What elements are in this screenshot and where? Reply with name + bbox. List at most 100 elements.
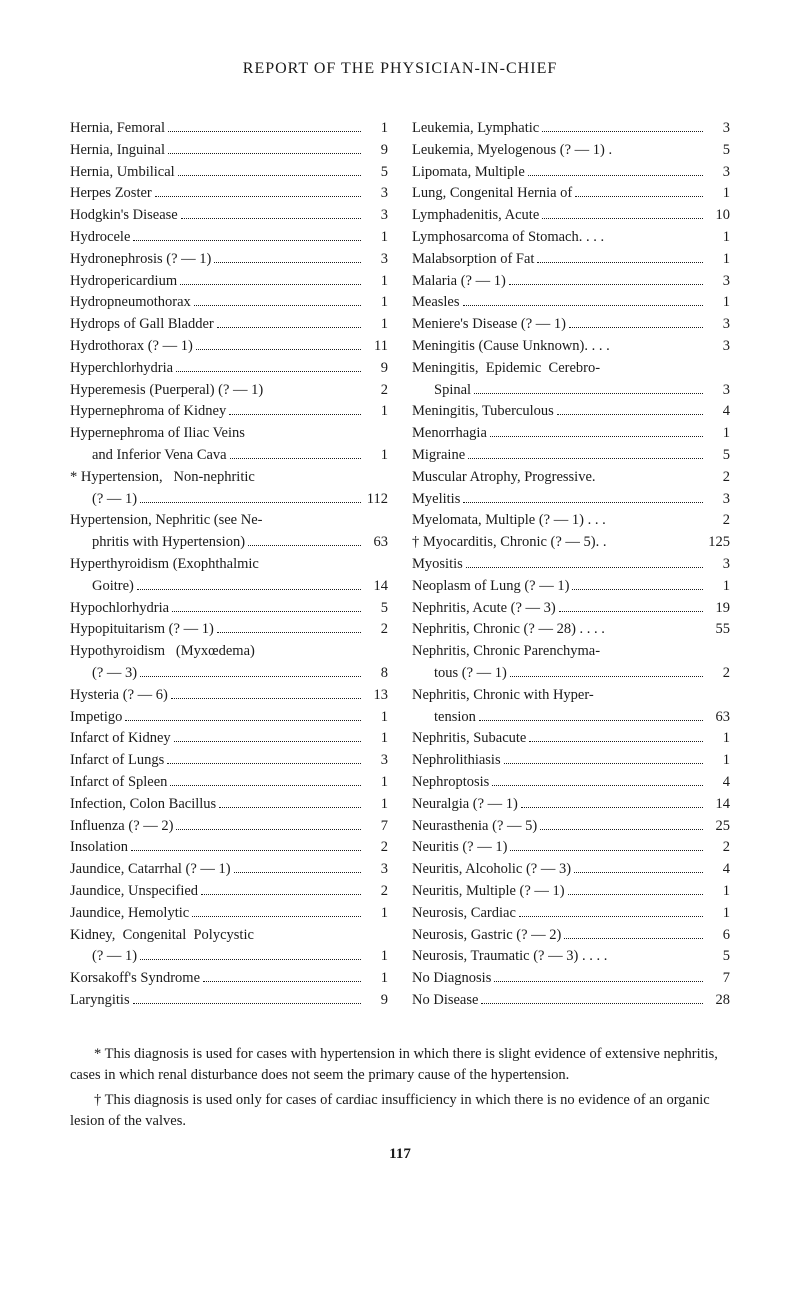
leader-dots <box>569 314 703 328</box>
entry-label: Hydronephrosis (? — 1) <box>70 249 211 271</box>
entry-label: Hydrothorax (? — 1) <box>70 336 193 358</box>
leader-dots <box>155 183 361 197</box>
leader-dots <box>168 140 361 154</box>
entry-number: 1 <box>706 881 730 903</box>
index-entry: Neuritis, Multiple (? — 1)1 <box>412 881 730 903</box>
leader-dots <box>479 707 703 721</box>
footnotes: * This diagnosis is used for cases with … <box>70 1044 730 1132</box>
index-entry: Myelomata, Multiple (? — 1) . . . 2 <box>412 510 730 532</box>
page-number: 117 <box>70 1146 730 1163</box>
entry-number: 112 <box>364 489 388 511</box>
leader-dots <box>170 772 361 786</box>
entry-number: 3 <box>706 554 730 576</box>
index-entry: tous (? — 1)2 <box>412 663 730 685</box>
entry-label: Neurosis, Gastric (? — 2) <box>412 925 561 947</box>
entry-label: Myelomata, Multiple (? — 1) . . . <box>412 510 606 532</box>
leader-dots <box>196 336 361 350</box>
leader-dots <box>230 445 361 459</box>
index-entry: Myositis3 <box>412 554 730 576</box>
index-entry: Meningitis, Tuberculous4 <box>412 401 730 423</box>
index-entry: Neurosis, Gastric (? — 2) 6 <box>412 924 730 946</box>
entry-label: Infection, Colon Bacillus <box>70 794 216 816</box>
index-entry: Hypertension, Nephritic (see Ne- <box>70 510 388 532</box>
index-entry: Hydropericardium1 <box>70 271 388 293</box>
entry-label: Hydrops of Gall Bladder <box>70 314 214 336</box>
entry-label: Nephritis, Chronic (? — 28) . . . . <box>412 619 605 641</box>
index-entry: Lymphadenitis, Acute10 <box>412 205 730 227</box>
entry-number: 7 <box>706 968 730 990</box>
entry-label: Hypernephroma of Iliac Veins <box>70 423 245 445</box>
entry-number: 3 <box>364 249 388 271</box>
entry-number: 1 <box>706 903 730 925</box>
entry-label: Goitre) <box>70 576 134 598</box>
entry-label: (? — 1) <box>70 946 137 968</box>
index-entry: Hernia, Umbilical5 <box>70 162 388 184</box>
entry-label: Neurosis, Traumatic (? — 3) . . . . <box>412 946 607 968</box>
entry-number: 5 <box>706 140 730 162</box>
index-entry: † Myocarditis, Chronic (? — 5). .125 <box>412 532 730 554</box>
entry-number: 1 <box>364 118 388 140</box>
leader-dots <box>229 401 361 415</box>
entry-label: Hypertension, Nephritic (see Ne- <box>70 510 262 532</box>
index-entry: Neuritis, Alcoholic (? — 3)4 <box>412 859 730 881</box>
entry-number: 1 <box>364 968 388 990</box>
entry-label: phritis with Hypertension) <box>70 532 245 554</box>
entry-number: 1 <box>364 227 388 249</box>
index-entry: Korsakoff's Syndrome1 <box>70 968 388 990</box>
index-entry: Leukemia, Myelogenous (? — 1) .5 <box>412 140 730 162</box>
leader-dots <box>529 728 703 742</box>
index-entry: Lymphosarcoma of Stomach. . . .1 <box>412 227 730 249</box>
entry-label: Malaria (? — 1) <box>412 271 506 293</box>
leader-dots <box>217 314 361 328</box>
entry-label: tous (? — 1) <box>412 663 507 685</box>
entry-number: 4 <box>706 772 730 794</box>
entry-number: 1 <box>364 314 388 336</box>
entry-number: 1 <box>706 423 730 445</box>
entry-number: 1 <box>706 292 730 314</box>
leader-dots <box>140 663 361 677</box>
entry-number: 14 <box>706 794 730 816</box>
leader-dots <box>176 816 361 830</box>
index-entry: Neurasthenia (? — 5)25 <box>412 816 730 838</box>
entry-label: No Diagnosis <box>412 968 491 990</box>
entry-label: Lymphosarcoma of Stomach. . . . <box>412 227 604 249</box>
entry-number: 2 <box>706 510 730 532</box>
leader-dots <box>572 576 703 590</box>
entry-label: Hysteria (? — 6) <box>70 685 168 707</box>
index-entry: Nephritis, Chronic (? — 28) . . . .55 <box>412 619 730 641</box>
entry-label: Herpes Zoster <box>70 183 152 205</box>
index-entry: Hypopituitarism (? — 1)2 <box>70 619 388 641</box>
entry-number: 3 <box>706 162 730 184</box>
footnote: † This diagnosis is used only for cases … <box>70 1090 730 1132</box>
left-column: Hernia, Femoral1Hernia, Inguinal9Hernia,… <box>70 118 388 1012</box>
entry-label: Hyperemesis (Puerperal) (? — 1) <box>70 380 263 402</box>
entry-label: Lymphadenitis, Acute <box>412 205 539 227</box>
index-entry: Hydronephrosis (? — 1) 3 <box>70 249 388 271</box>
index-entry: Neurosis, Traumatic (? — 3) . . . .5 <box>412 946 730 968</box>
entry-number: 3 <box>706 314 730 336</box>
entry-label: Infarct of Lungs <box>70 750 164 772</box>
leader-dots <box>463 489 703 503</box>
leader-dots <box>463 292 703 306</box>
entry-number: 6 <box>706 925 730 947</box>
entry-label: Jaundice, Catarrhal (? — 1) <box>70 859 231 881</box>
index-entry: Hernia, Inguinal9 <box>70 140 388 162</box>
leader-dots <box>168 118 361 132</box>
entry-number: 3 <box>706 336 730 358</box>
index-entry: Nephritis, Chronic with Hyper- <box>412 685 730 707</box>
entry-label: Hydrocele <box>70 227 130 249</box>
leader-dots <box>490 423 703 437</box>
right-column: Leukemia, Lymphatic3Leukemia, Myelogenou… <box>412 118 730 1012</box>
entry-label: Myelitis <box>412 489 460 511</box>
entry-number: 5 <box>706 445 730 467</box>
leader-dots <box>481 990 703 1004</box>
index-entry: No Disease28 <box>412 990 730 1012</box>
index-entry: Infarct of Kidney1 <box>70 728 388 750</box>
entry-label: No Disease <box>412 990 478 1012</box>
entry-label: Lipomata, Multiple <box>412 162 525 184</box>
index-entry: Hypernephroma of Kidney1 <box>70 401 388 423</box>
index-entry: Goitre)14 <box>70 576 388 598</box>
index-entry: Hydrocele 1 <box>70 227 388 249</box>
entry-label: Hyperchlorhydria <box>70 358 173 380</box>
leader-dots <box>174 728 361 742</box>
